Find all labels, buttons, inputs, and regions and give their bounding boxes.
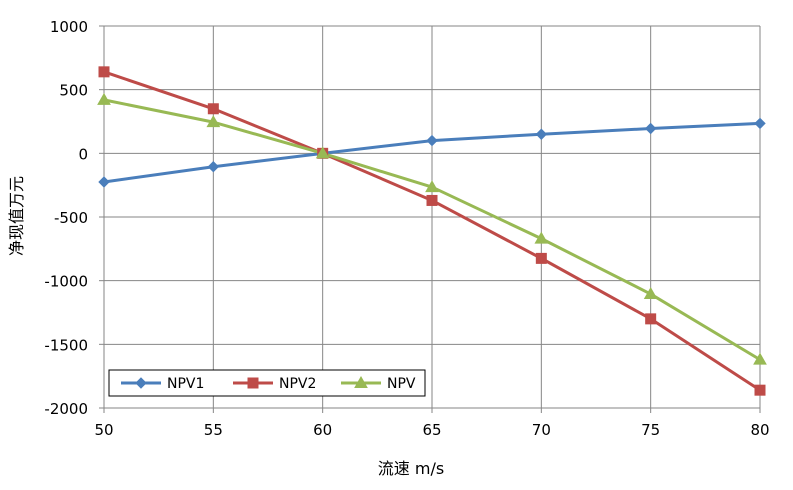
y-tick-label: 0: [78, 145, 88, 163]
data-point-npv1: [535, 128, 548, 140]
x-tick-label: 60: [313, 421, 332, 439]
data-point-npv: [643, 287, 658, 300]
data-point-npv: [425, 180, 439, 193]
grid-lines: [103, 25, 761, 409]
legend-label: NPV1: [167, 376, 204, 392]
data-point-npv2: [754, 384, 766, 396]
legend-swatch-marker: [354, 375, 368, 388]
data-point-npv1: [754, 117, 766, 130]
legend-label: NPV2: [279, 376, 316, 392]
y-tick-label: 500: [59, 82, 88, 100]
axes: [99, 25, 761, 413]
data-point-npv: [534, 231, 549, 244]
x-axis-title: 流速 m/s: [378, 459, 444, 478]
x-tick-label: 75: [641, 421, 660, 439]
data-point-npv: [97, 92, 111, 105]
x-tick-label: 80: [750, 421, 769, 439]
data-point-npv: [206, 115, 221, 128]
y-tick-label: -1000: [44, 273, 88, 291]
data-point-npv1: [207, 160, 220, 173]
data-point-npv2: [645, 313, 657, 325]
y-tick-label: 1000: [50, 18, 88, 36]
legend-swatch-marker: [247, 377, 259, 389]
legend-swatch-marker: [135, 377, 147, 389]
x-tick-label: 65: [422, 421, 441, 439]
x-tick-label: 50: [94, 421, 113, 439]
data-point-npv2: [426, 194, 438, 206]
data-point-npv2: [535, 252, 547, 264]
x-tick-label: 70: [532, 421, 551, 439]
series-markers: [97, 66, 767, 396]
data-point-npv1: [98, 176, 110, 188]
legend: NPV1 NPV2 NPV: [108, 369, 426, 397]
x-tick-label: 55: [204, 421, 223, 439]
legend-label: NPV: [387, 376, 416, 392]
data-point-npv: [315, 146, 330, 159]
y-axis-title: 净现值万元: [7, 176, 26, 256]
data-point-npv1: [644, 122, 657, 135]
tick-labels: 50 55 60 65 70 75 80 1000 500 0 -500 -1000 -1500 -200…: [44, 18, 769, 439]
y-tick-label: -500: [54, 209, 88, 227]
data-point-npv: [753, 352, 767, 365]
y-tick-label: -1500: [44, 336, 88, 354]
data-point-npv1: [426, 134, 438, 147]
data-point-npv2: [207, 103, 219, 115]
data-point-npv2: [98, 66, 110, 78]
y-tick-label: -2000: [44, 400, 88, 418]
